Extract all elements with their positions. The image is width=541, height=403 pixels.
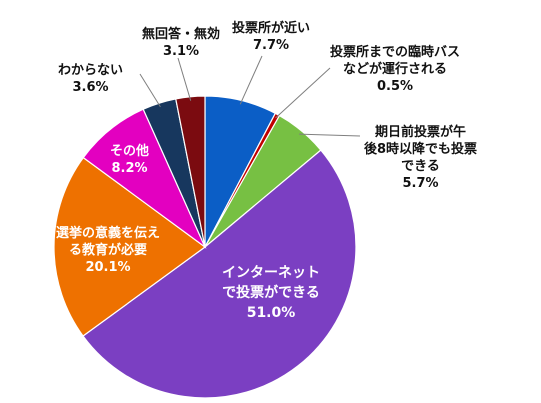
label-internet-name-1: インターネット [222, 265, 320, 281]
label-no-answer-value: 3.1% [162, 44, 200, 59]
label-other-value: 8.2% [111, 161, 148, 176]
label-no-answer-name: 無回答・無効 [142, 27, 221, 42]
label-near-polling-name: 投票所が近い [232, 21, 311, 36]
label-early-voting-value: 5.7% [402, 176, 439, 191]
label-dont-know-value: 3.6% [72, 80, 109, 95]
label-temp-bus: 投票所までの臨時バス などが運行される 0.5% [330, 44, 460, 95]
label-dont-know: わからない 3.6% [58, 62, 123, 96]
pie-slice-4 [53, 156, 207, 337]
label-early-voting: 期日前投票が午 後8時以降でも投票 できる 5.7% [364, 124, 477, 192]
label-education-name-1: 選挙の意義を伝え [56, 226, 161, 241]
pie-slice-7 [175, 95, 206, 248]
pie-slice-3 [82, 149, 357, 399]
label-internet-value: 51.0% [246, 305, 296, 321]
label-temp-bus-name-2: などが運行される [343, 62, 448, 77]
label-education-name-2: る教育が必要 [69, 243, 148, 258]
label-education: 選挙の意義を伝え る教育が必要 20.1% [56, 225, 160, 276]
leader-line-0 [239, 55, 263, 105]
label-other-name: その他 [110, 144, 150, 159]
label-near-polling: 投票所が近い 7.7% [232, 20, 310, 54]
label-internet-name-2: で投票ができる [222, 285, 320, 301]
label-other: その他 8.2% [110, 143, 149, 177]
leader-line-1 [275, 67, 331, 119]
leader-line-6 [139, 73, 161, 108]
label-near-polling-value: 7.7% [252, 38, 290, 53]
label-early-voting-name-2: 後8時以降でも投票 [364, 142, 478, 157]
leader-line-2 [299, 133, 361, 137]
label-early-voting-name-1: 期日前投票が午 [375, 125, 467, 140]
label-no-answer: 無回答・無効 3.1% [142, 26, 220, 60]
label-early-voting-name-3: できる [401, 159, 440, 174]
leader-line-7 [177, 57, 192, 101]
label-temp-bus-name-1: 投票所までの臨時バス [330, 45, 461, 60]
label-dont-know-name: わからない [58, 63, 124, 78]
label-temp-bus-value: 0.5% [376, 79, 414, 94]
label-education-value: 20.1% [85, 260, 131, 275]
label-internet: インターネット で投票ができる 51.0% [222, 263, 320, 323]
